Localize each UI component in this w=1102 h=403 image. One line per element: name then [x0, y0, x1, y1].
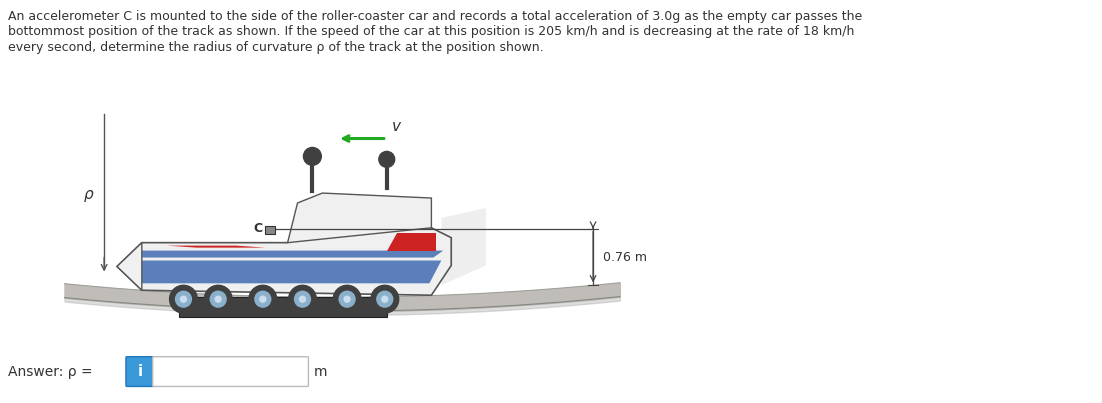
- Circle shape: [333, 285, 361, 313]
- Circle shape: [300, 296, 305, 302]
- Circle shape: [371, 285, 399, 313]
- Circle shape: [294, 291, 311, 307]
- Polygon shape: [142, 251, 443, 258]
- Circle shape: [181, 296, 186, 302]
- Circle shape: [249, 285, 277, 313]
- Polygon shape: [117, 243, 142, 290]
- Text: 0.76 m: 0.76 m: [603, 251, 647, 264]
- Text: every second, determine the radius of curvature ρ of the track at the position s: every second, determine the radius of cu…: [8, 42, 543, 54]
- FancyBboxPatch shape: [153, 357, 309, 386]
- Polygon shape: [117, 228, 451, 295]
- Circle shape: [303, 147, 322, 165]
- FancyBboxPatch shape: [126, 357, 153, 386]
- Circle shape: [210, 291, 226, 307]
- Circle shape: [339, 291, 355, 307]
- Text: v: v: [391, 118, 401, 133]
- Circle shape: [344, 296, 350, 302]
- Text: i: i: [138, 364, 142, 379]
- Circle shape: [204, 285, 233, 313]
- Circle shape: [377, 291, 392, 307]
- Bar: [179, 297, 387, 317]
- Text: An accelerometer C is mounted to the side of the roller-coaster car and records : An accelerometer C is mounted to the sid…: [8, 10, 862, 23]
- Circle shape: [170, 285, 197, 313]
- Circle shape: [379, 152, 395, 167]
- Text: m: m: [313, 365, 327, 378]
- Circle shape: [381, 296, 388, 302]
- Polygon shape: [142, 260, 441, 283]
- Polygon shape: [441, 208, 486, 285]
- Text: bottommost position of the track as shown. If the speed of the car at this posit: bottommost position of the track as show…: [8, 25, 854, 38]
- Text: ρ: ρ: [84, 187, 93, 202]
- Circle shape: [255, 291, 271, 307]
- Polygon shape: [387, 233, 436, 251]
- Text: C: C: [253, 222, 262, 235]
- Circle shape: [215, 296, 222, 302]
- Polygon shape: [288, 193, 431, 243]
- Text: Answer: ρ =: Answer: ρ =: [8, 365, 93, 378]
- Polygon shape: [166, 246, 266, 247]
- Circle shape: [289, 285, 316, 313]
- Circle shape: [260, 296, 266, 302]
- Circle shape: [175, 291, 192, 307]
- Bar: [264, 226, 274, 234]
